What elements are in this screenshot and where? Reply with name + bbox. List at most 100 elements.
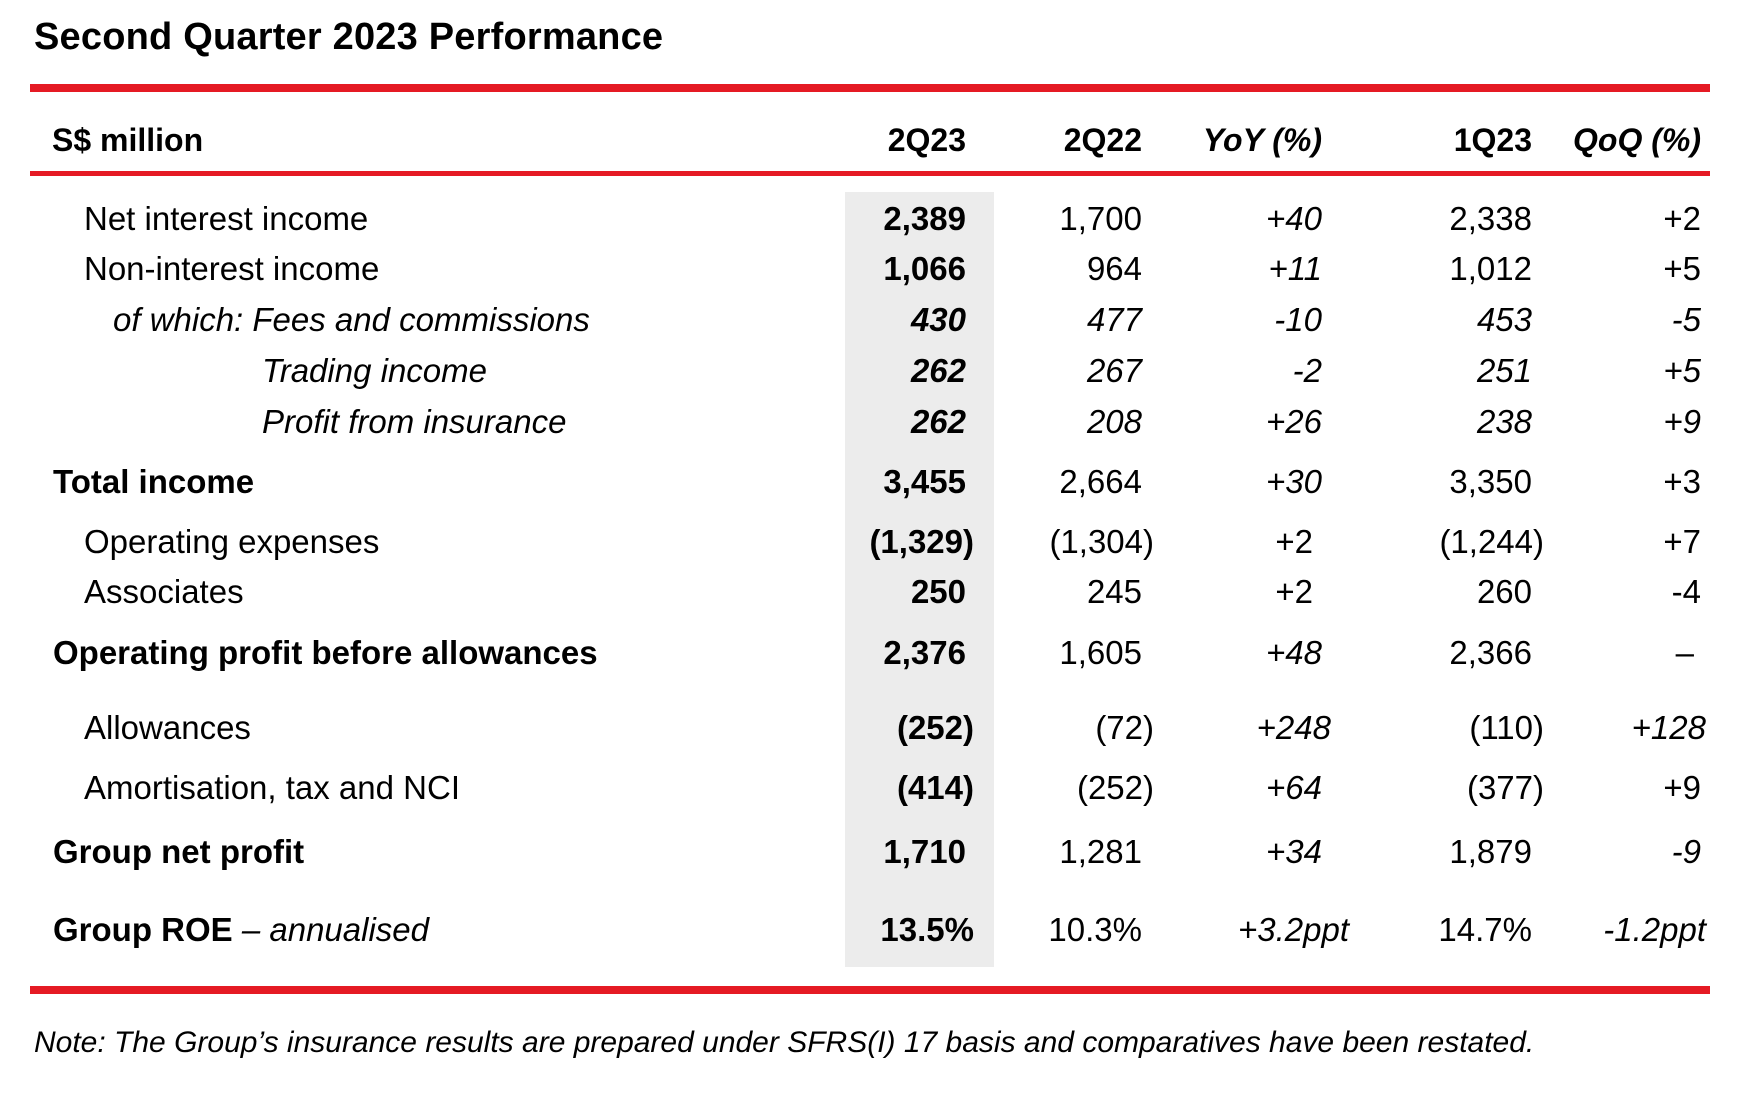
header-2q23: 2Q23 <box>887 122 966 158</box>
value-2q22: 10.3% <box>1048 911 1142 948</box>
row-label: of which: Fees and commissions <box>113 301 590 338</box>
table-row: Group ROE – annualised 13.5% 10.3% +3.2p… <box>0 907 1746 953</box>
table-row: Allowances (252) (72) +248 (110) +128 <box>0 705 1746 751</box>
row-label: Group net profit <box>53 833 305 870</box>
value-1q23: (377) <box>1466 769 1544 806</box>
header-yoy: YoY (%) <box>1202 122 1322 158</box>
value-qoq: +128 <box>1631 709 1706 746</box>
row-label: Operating profit before allowances <box>53 634 598 671</box>
row-label: Operating expenses <box>84 523 380 560</box>
value-2q23: (414) <box>896 769 974 806</box>
table-row: Amortisation, tax and NCI (414) (252) +6… <box>0 765 1746 811</box>
value-2q22: 1,605 <box>1059 634 1142 671</box>
value-2q23: 1,066 <box>883 250 966 287</box>
value-yoy: +48 <box>1266 634 1322 671</box>
row-label: Net interest income <box>84 200 369 237</box>
value-2q23: 13.5% <box>880 911 974 948</box>
value-yoy: -2 <box>1292 352 1322 389</box>
value-1q23: 238 <box>1476 403 1532 440</box>
table-row: Non-interest income 1,066 964 +11 1,012 … <box>0 246 1746 292</box>
value-qoq: +2 <box>1663 200 1701 237</box>
value-qoq: +7 <box>1663 523 1701 560</box>
row-label: Profit from insurance <box>262 403 567 440</box>
value-yoy: -10 <box>1274 301 1322 338</box>
value-yoy: +2 <box>1275 523 1313 560</box>
value-yoy: +26 <box>1266 403 1322 440</box>
footnote: Note: The Group’s insurance results are … <box>34 1026 1535 1059</box>
header-divider <box>30 171 1710 176</box>
row-label-main: Group ROE <box>53 911 233 948</box>
value-qoq: -5 <box>1671 301 1701 338</box>
value-qoq: – <box>1675 634 1694 671</box>
value-qoq: +5 <box>1663 352 1701 389</box>
value-2q22: 2,664 <box>1059 463 1142 500</box>
row-label: Associates <box>84 573 244 610</box>
value-2q22: 477 <box>1086 301 1142 338</box>
value-2q23: 2,389 <box>883 200 966 237</box>
value-2q22: 267 <box>1086 352 1142 389</box>
value-2q22: 245 <box>1086 573 1142 610</box>
table-row: Total income 3,455 2,664 +30 3,350 +3 <box>0 459 1746 505</box>
table-row: Operating expenses (1,329) (1,304) +2 (1… <box>0 519 1746 565</box>
value-yoy: +3.2ppt <box>1237 911 1349 948</box>
value-yoy: +40 <box>1266 200 1322 237</box>
page-title: Second Quarter 2023 Performance <box>34 16 664 58</box>
value-1q23: (110) <box>1469 709 1544 746</box>
value-2q22: 1,700 <box>1059 200 1142 237</box>
value-yoy: +34 <box>1266 833 1322 870</box>
value-2q23: 3,455 <box>883 463 966 500</box>
value-2q23: (252) <box>896 709 974 746</box>
current-quarter-highlight <box>845 192 994 967</box>
value-1q23: 2,366 <box>1449 634 1532 671</box>
value-1q23: 453 <box>1476 301 1532 338</box>
value-2q22: 964 <box>1086 250 1142 287</box>
value-qoq: -1.2ppt <box>1603 911 1706 948</box>
value-1q23: 1,012 <box>1449 250 1532 287</box>
value-yoy: +30 <box>1266 463 1322 500</box>
value-2q23: 1,710 <box>883 833 966 870</box>
bottom-divider <box>30 986 1710 994</box>
value-yoy: +2 <box>1275 573 1313 610</box>
value-1q23: 251 <box>1476 352 1532 389</box>
row-label: Total income <box>53 463 255 500</box>
value-qoq: +3 <box>1663 463 1701 500</box>
table-row: Net interest income 2,389 1,700 +40 2,33… <box>0 196 1746 242</box>
row-label: Non-interest income <box>84 250 380 287</box>
value-qoq: -9 <box>1671 833 1701 870</box>
row-label: Allowances <box>84 709 251 746</box>
header-1q23: 1Q23 <box>1453 122 1532 158</box>
header-qoq: QoQ (%) <box>1573 122 1701 158</box>
header-2q22: 2Q22 <box>1063 122 1142 158</box>
table-row: of which: Fees and commissions 430 477 -… <box>0 297 1746 343</box>
row-label-suffix: – annualised <box>232 911 429 948</box>
value-2q22: (72) <box>1095 709 1154 746</box>
value-1q23: 14.7% <box>1438 911 1532 948</box>
value-yoy: +248 <box>1256 709 1331 746</box>
value-2q23: 262 <box>910 403 966 440</box>
value-yoy: +11 <box>1268 250 1322 287</box>
value-2q23: (1,329) <box>869 523 974 560</box>
value-qoq: +5 <box>1663 250 1701 287</box>
header-unit: S$ million <box>52 122 204 158</box>
table-row: Associates 250 245 +2 260 -4 <box>0 569 1746 615</box>
value-qoq: -4 <box>1671 573 1701 610</box>
value-2q22: 1,281 <box>1059 833 1142 870</box>
value-1q23: (1,244) <box>1439 523 1544 560</box>
value-qoq: +9 <box>1663 403 1701 440</box>
value-2q23: 2,376 <box>883 634 966 671</box>
table-row: Group net profit 1,710 1,281 +34 1,879 -… <box>0 829 1746 875</box>
row-label: Amortisation, tax and NCI <box>84 769 460 806</box>
table-row: Profit from insurance 262 208 +26 238 +9 <box>0 399 1746 445</box>
table-row: Operating profit before allowances 2,376… <box>0 630 1746 676</box>
value-2q22: (252) <box>1076 769 1154 806</box>
value-2q23: 262 <box>910 352 966 389</box>
row-label: Group ROE – annualised <box>53 907 429 953</box>
table-row: Trading income 262 267 -2 251 +5 <box>0 348 1746 394</box>
value-1q23: 260 <box>1476 573 1532 610</box>
value-2q22: 208 <box>1086 403 1142 440</box>
value-2q23: 250 <box>910 573 966 610</box>
value-1q23: 2,338 <box>1449 200 1532 237</box>
value-qoq: +9 <box>1663 769 1701 806</box>
value-2q23: 430 <box>910 301 966 338</box>
row-label: Trading income <box>262 352 487 389</box>
